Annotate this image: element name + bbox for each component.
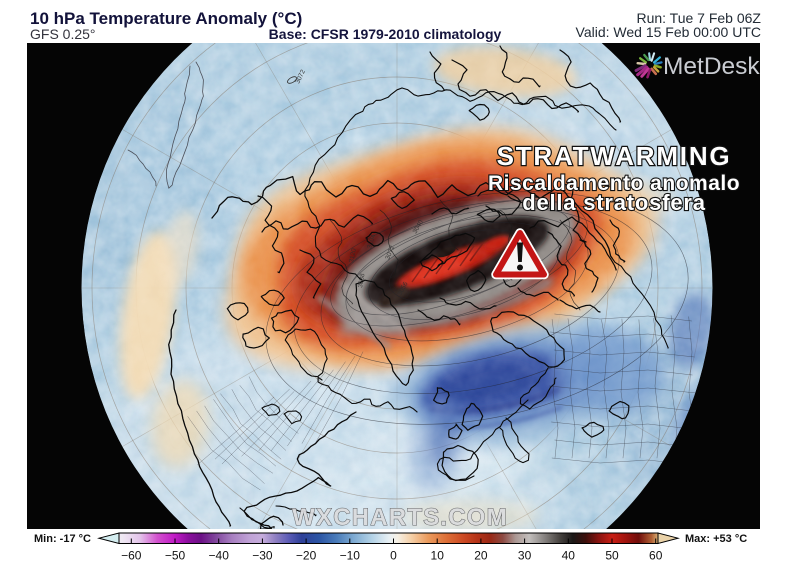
svg-text:−10: −10 [340,549,361,563]
svg-text:40: 40 [562,549,576,563]
svg-text:−60: −60 [121,549,142,563]
svg-text:della stratosfera: della stratosfera [522,190,706,215]
svg-text:WXCHARTS.COM: WXCHARTS.COM [292,504,508,531]
svg-text:3120: 3120 [348,247,358,263]
svg-text:3104: 3104 [366,233,377,249]
svg-text:−40: −40 [209,549,230,563]
svg-text:Min: -17 °C: Min: -17 °C [34,533,91,545]
svg-text:0: 0 [390,549,397,563]
svg-text:Max: +53 °C: Max: +53 °C [685,533,747,545]
svg-text:60: 60 [649,549,663,563]
svg-text:20: 20 [474,549,488,563]
svg-text:STRATWARMING: STRATWARMING [497,141,732,171]
svg-text:Base: CFSR 1979-2010 climatolo: Base: CFSR 1979-2010 climatology [269,26,502,42]
svg-text:GFS 0.25°: GFS 0.25° [30,26,96,42]
svg-text:Run: Tue 7 Feb 06Z: Run: Tue 7 Feb 06Z [636,10,761,26]
svg-text:10 hPa Temperature Anomaly (°C: 10 hPa Temperature Anomaly (°C) [30,9,302,28]
svg-text:−20: −20 [296,549,317,563]
svg-text:Riscaldamento anomalo: Riscaldamento anomalo [488,172,740,195]
svg-text:−50: −50 [165,549,186,563]
svg-text:30: 30 [518,549,532,563]
svg-text:10: 10 [431,549,445,563]
svg-text:−30: −30 [252,549,273,563]
svg-text:50: 50 [605,549,619,563]
svg-text:MetDesk: MetDesk [663,53,760,80]
svg-text:Valid: Wed 15 Feb 00:00 UTC: Valid: Wed 15 Feb 00:00 UTC [576,24,761,40]
